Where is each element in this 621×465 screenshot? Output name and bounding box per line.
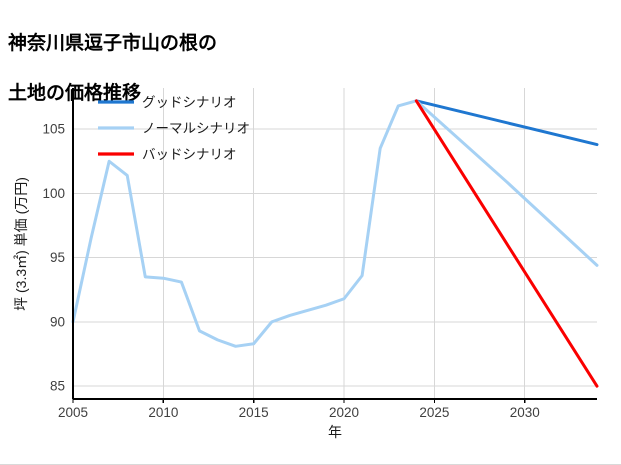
x-tick-label: 2005: [58, 405, 88, 420]
x-axis-tick-marks: [72, 399, 526, 403]
axis-spines: [72, 88, 597, 400]
x-tick-label: 2030: [510, 405, 540, 420]
legend-label-0: グッドシナリオ: [142, 95, 237, 110]
chart-title-line-2: 土地の価格推移: [8, 83, 142, 105]
y-tick-label: 100: [42, 186, 65, 201]
x-tick-label: 2020: [329, 405, 359, 420]
horizontal-gridlines: [73, 128, 597, 387]
y-tick-label: 95: [50, 250, 65, 265]
series-line-normal: [71, 99, 599, 348]
chart-title-line-1: 神奈川県逗子市山の根の: [8, 33, 218, 55]
series-line-bad: [414, 99, 599, 388]
legend-label-1: ノーマルシナリオ: [142, 121, 250, 136]
x-tick-label: 2025: [419, 405, 449, 420]
legend-label-2: バッドシナリオ: [142, 147, 237, 162]
y-axis-tick-labels: 85 90 95 100 105: [42, 122, 65, 394]
y-tick-label: 85: [50, 379, 65, 394]
x-axis-tick-labels: 2005 2010 2015 2020 2025 2030: [58, 405, 540, 420]
y-axis-title: 坪 (3.3㎡) 単価 (万円): [13, 177, 29, 311]
series-line-good: [414, 99, 599, 147]
x-axis-title: 年: [328, 424, 342, 440]
vertical-gridlines: [162, 88, 526, 399]
x-tick-label: 2010: [148, 405, 178, 420]
data-series-group: [71, 99, 599, 388]
chart-title: 神奈川県逗子市山の根の 土地の価格推移: [8, 6, 568, 106]
y-tick-label: 90: [50, 314, 65, 329]
y-tick-label: 105: [42, 122, 65, 137]
x-tick-label: 2015: [239, 405, 269, 420]
